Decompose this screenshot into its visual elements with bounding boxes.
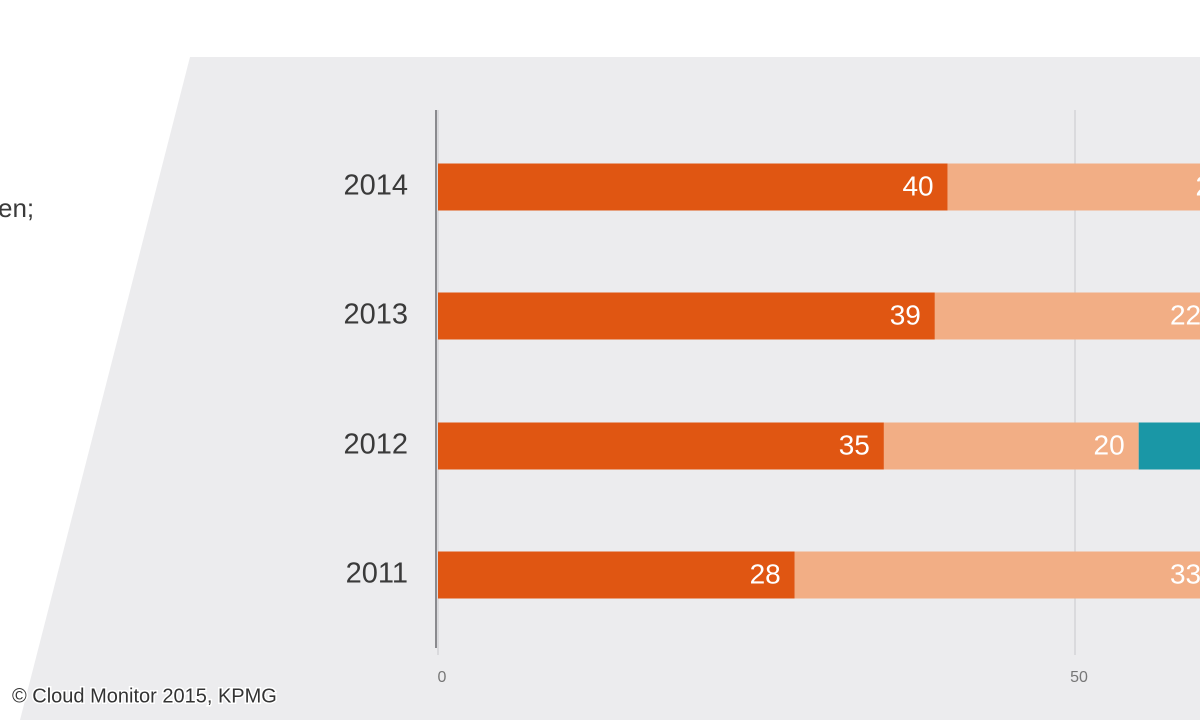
y-tick-label: 2014 [343, 170, 408, 202]
bar-segment [934, 292, 1200, 340]
value-label: 28 [750, 558, 781, 589]
x-tick-label: 0 [438, 669, 447, 686]
bar-segment [883, 422, 1139, 470]
y-tick-label: 2011 [346, 558, 408, 590]
value-label: 39 [890, 299, 921, 330]
y-tick-label: 2013 [343, 299, 408, 331]
bar-segment [438, 422, 884, 470]
bar-segment [947, 163, 1200, 211]
value-label: 22 [1170, 299, 1200, 330]
value-label: 23 [1195, 170, 1200, 201]
background-panel [20, 57, 1200, 720]
bar-segment [1138, 422, 1200, 470]
value-label: 33 [1170, 558, 1200, 589]
value-label: 40 [902, 170, 933, 201]
bar-segment [438, 292, 935, 340]
value-label: 35 [839, 429, 870, 460]
source: © Cloud Monitor 2015, KPMG [12, 685, 277, 707]
x-tick-label: 50 [1070, 669, 1088, 686]
bar-segment [438, 551, 795, 599]
value-label: 20 [1094, 429, 1125, 460]
y-tick-label: 2012 [343, 429, 408, 461]
bar-segment [794, 551, 1200, 599]
subtitle: en; [0, 193, 34, 223]
bar-segment [438, 163, 948, 211]
